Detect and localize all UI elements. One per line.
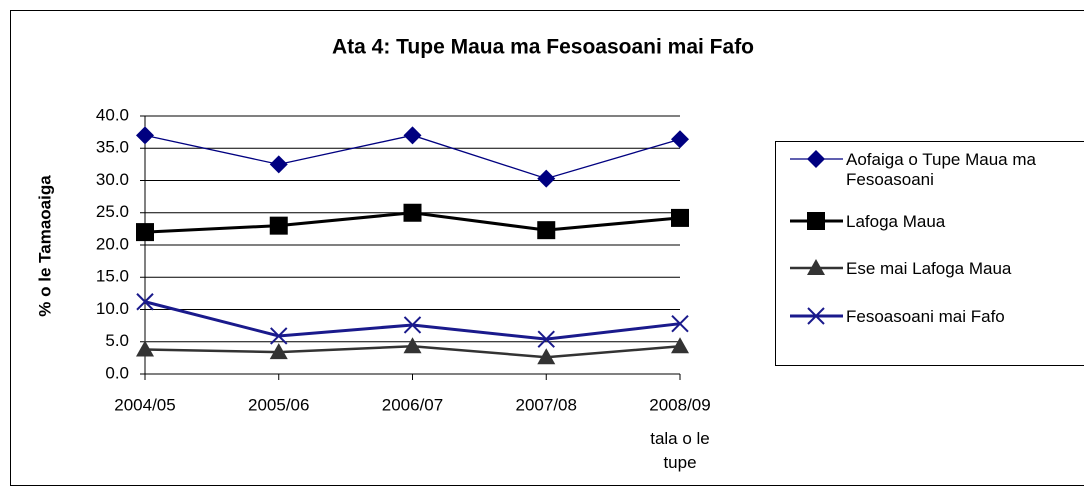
- data-point: [136, 340, 154, 357]
- series-line: [144, 300, 681, 341]
- data-point: [537, 221, 556, 240]
- y-tick-label: 15.0: [96, 267, 129, 286]
- y-tick-label: 40.0: [96, 105, 129, 124]
- y-tick-label: 30.0: [96, 170, 129, 189]
- y-tick-label: 5.0: [105, 331, 129, 350]
- data-point: [403, 316, 422, 334]
- data-point: [671, 130, 689, 149]
- legend: Aofaiga o Tupe Maua ma Fesoasoani Lafoga …: [775, 141, 1084, 366]
- x-tick-label: 2008/09: [649, 395, 710, 414]
- data-point: [671, 208, 689, 227]
- y-tick-label: 25.0: [96, 202, 129, 221]
- data-point: [537, 348, 556, 365]
- data-point: [403, 203, 422, 222]
- data-point: [136, 223, 154, 242]
- y-tick-label: 0.0: [105, 363, 129, 382]
- x-tick-label: 2007/08: [516, 395, 577, 414]
- data-point: [403, 126, 422, 145]
- data-point: [403, 337, 422, 354]
- data-point: [136, 293, 154, 311]
- data-point: [270, 327, 288, 345]
- data-point: [269, 343, 288, 360]
- chart-frame: [10, 10, 1084, 486]
- x-axis-title: tala o le tupe: [650, 429, 710, 472]
- legend-label: Aofaiga o Tupe Maua ma Fesoasoani: [846, 150, 1036, 189]
- y-axis-title: % o le Tamaoaiga: [35, 175, 54, 317]
- data-point: [671, 337, 689, 354]
- y-tick-label: 20.0: [96, 234, 129, 253]
- x-tick-label: 2005/06: [248, 395, 309, 414]
- x-tick-label: 2006/07: [382, 395, 443, 414]
- data-point: [269, 155, 288, 174]
- legend-marker: [807, 150, 825, 168]
- y-tick-label: 10.0: [96, 299, 129, 318]
- legend-marker: [807, 307, 825, 325]
- legend-label: Ese mai Lafoga Maua: [846, 259, 1012, 278]
- data-point: [537, 169, 556, 188]
- legend-label: Lafoga Maua: [846, 212, 946, 231]
- data-point: [269, 216, 288, 235]
- legend-label: Fesoasoani mai Fafo: [846, 307, 1005, 326]
- data-point: [671, 314, 689, 333]
- legend-marker: [807, 259, 825, 275]
- data-point: [136, 126, 154, 145]
- data-point: [537, 330, 555, 348]
- y-tick-label: 35.0: [96, 138, 129, 157]
- chart-title: Ata 4: Tupe Maua ma Fesoasoani mai Fafo: [332, 36, 754, 59]
- x-tick-label: 2004/05: [114, 395, 175, 414]
- legend-marker: [807, 212, 825, 230]
